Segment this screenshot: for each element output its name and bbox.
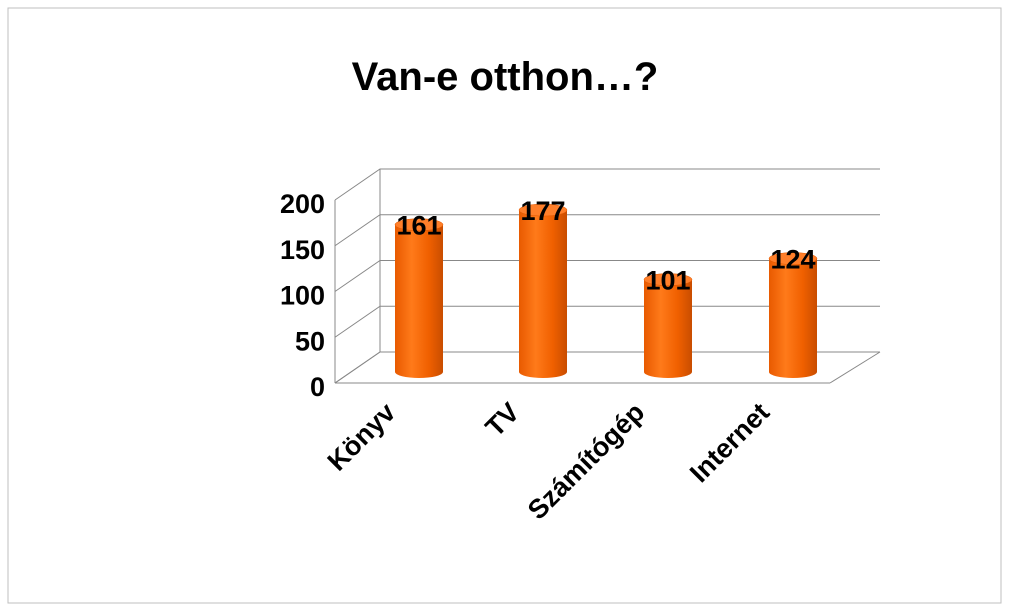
y-tick-label: 0 bbox=[310, 372, 325, 402]
y-tick-label: 100 bbox=[280, 281, 325, 311]
x-tick-label: Internet bbox=[684, 397, 775, 488]
grid-line bbox=[334, 260, 880, 292]
grid-line bbox=[334, 214, 880, 247]
data-label: 124 bbox=[770, 245, 815, 275]
y-tick-label: 50 bbox=[295, 326, 325, 356]
bar bbox=[769, 258, 817, 378]
y-tick-label: 200 bbox=[280, 189, 325, 219]
bar bbox=[519, 210, 567, 378]
data-label: 177 bbox=[520, 196, 565, 226]
x-tick-label: Könyv bbox=[322, 397, 402, 477]
chart-title: Van-e otthon…? bbox=[352, 55, 659, 99]
bar-top bbox=[518, 203, 568, 217]
x-tick-label: TV bbox=[480, 397, 526, 443]
bar-top bbox=[768, 252, 818, 265]
bar-top bbox=[394, 218, 444, 231]
data-label: 161 bbox=[396, 211, 441, 241]
bar-top bbox=[643, 273, 693, 286]
y-tick-label: 150 bbox=[280, 235, 325, 265]
grid-line bbox=[334, 305, 880, 338]
data-label: 101 bbox=[645, 266, 690, 296]
grid-line bbox=[334, 351, 880, 384]
bar bbox=[395, 224, 443, 378]
grid-line bbox=[334, 168, 880, 201]
x-tick-label: Számítógép bbox=[522, 397, 650, 525]
bar bbox=[644, 279, 692, 378]
frame bbox=[7, 7, 1002, 604]
